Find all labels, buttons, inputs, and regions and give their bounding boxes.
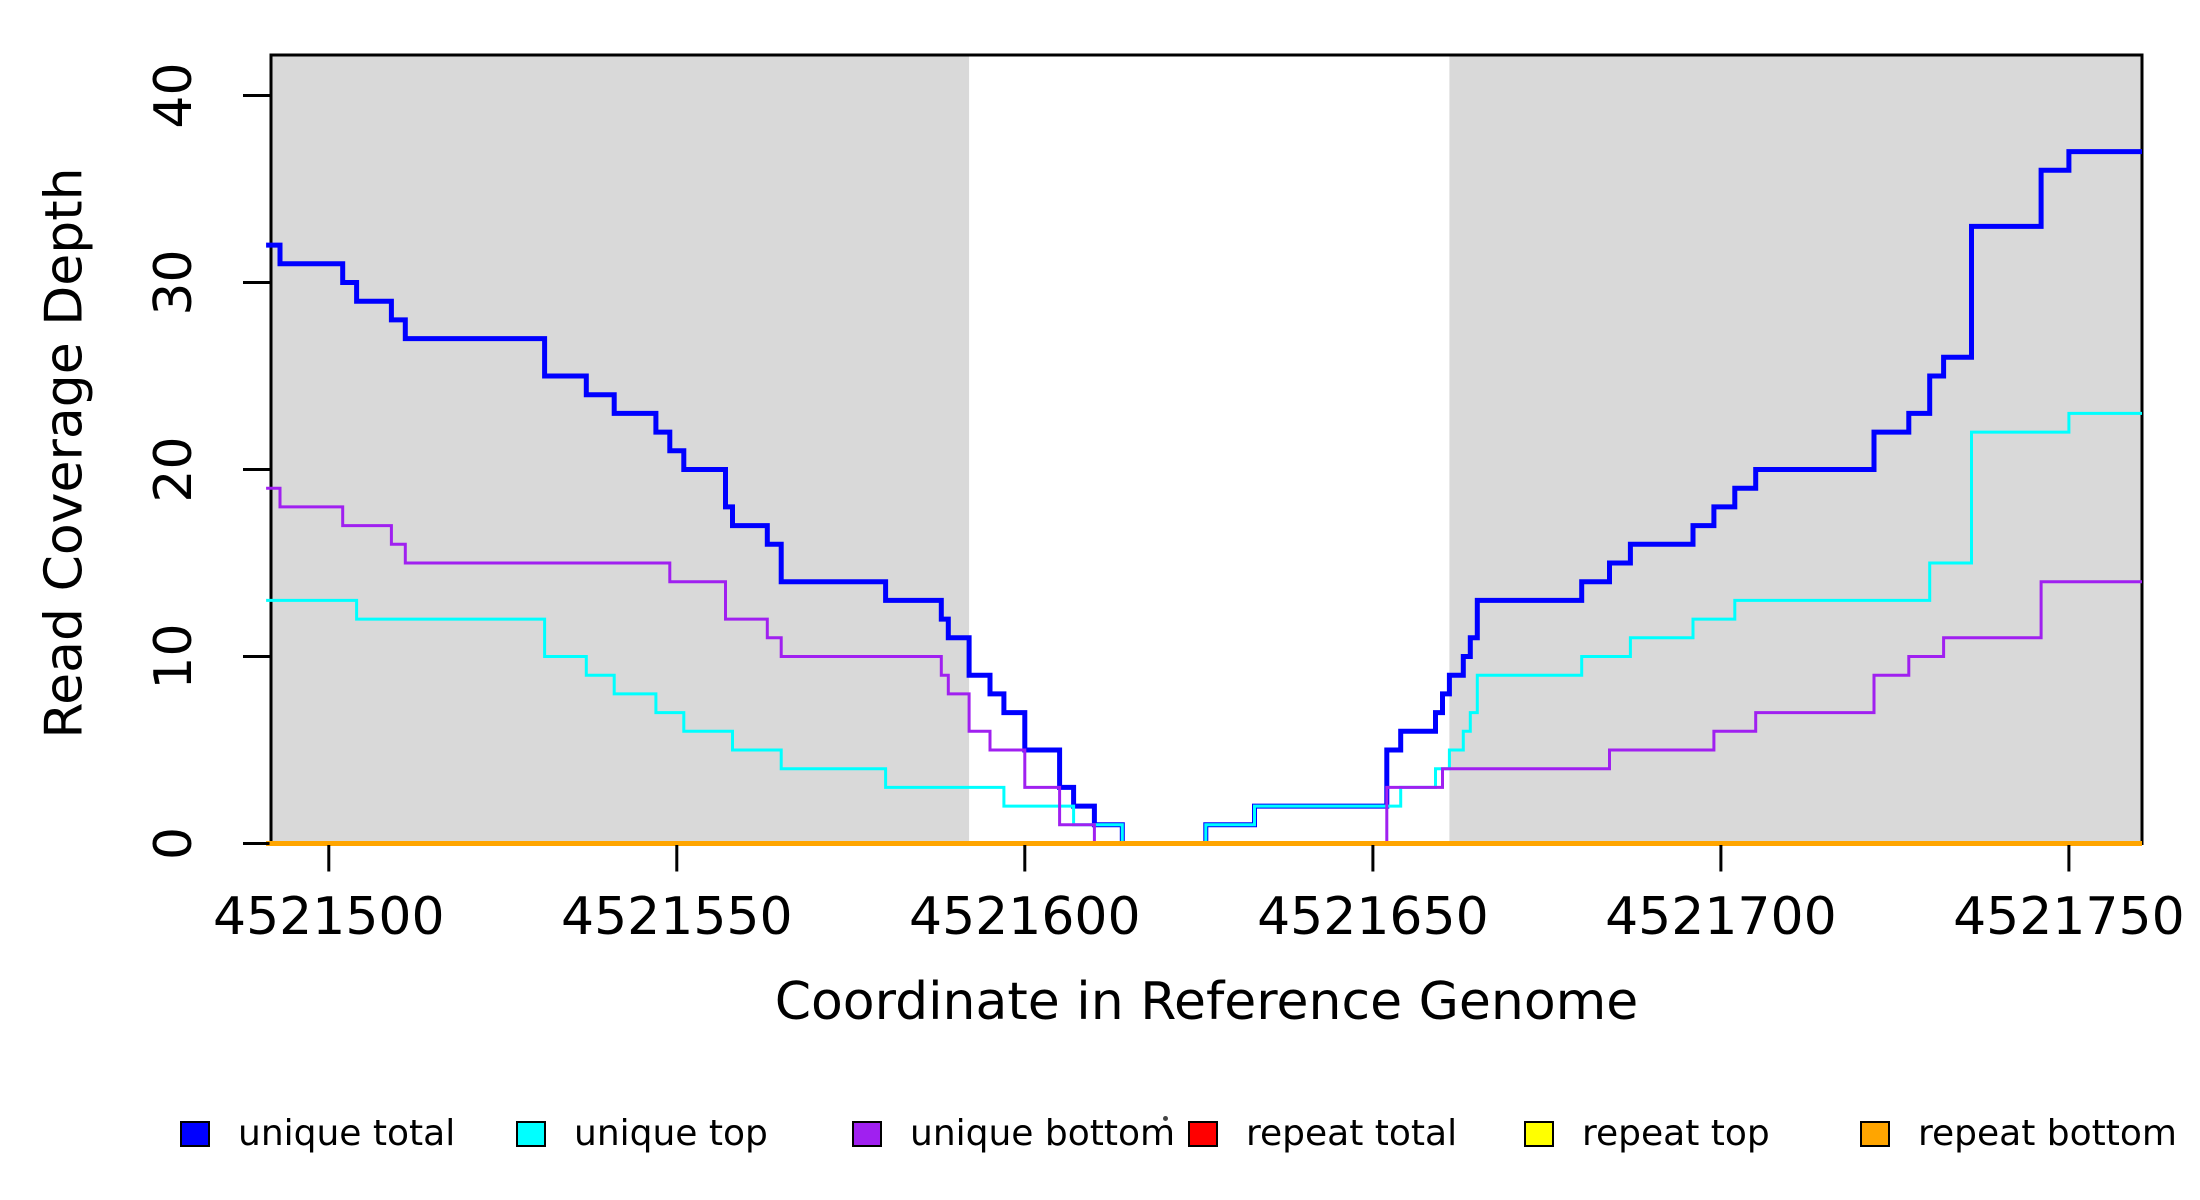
legend-item-unique-top: unique top [516,1113,768,1154]
repeat-bottom-swatch-icon [1860,1121,1890,1147]
legend-label: unique bottom [910,1113,1176,1154]
series-unique-bottom [266,486,2142,845]
x-tick-label: 4521650 [1257,887,1489,947]
legend-item-unique-total: unique total [180,1113,456,1154]
shaded-region [271,55,970,844]
legend-label: repeat top [1582,1113,1770,1154]
unique-top-swatch-icon [516,1121,546,1147]
repeat-total-swatch-icon [1188,1121,1218,1147]
legend-item-unique-bottom: unique bottom [852,1113,1176,1154]
x-tick-label: 4521500 [213,887,445,947]
y-tick-label: 0 [144,827,204,860]
x-tick-label: 4521550 [561,887,793,947]
y-axis-title: Read Coverage Depth [34,167,95,739]
x-tick-label: 4521700 [1605,887,1837,947]
stray-dot [1163,1116,1168,1121]
x-tick-label: 4521600 [909,887,1141,947]
legend-label: repeat total [1246,1113,1458,1154]
shaded-region [1449,55,2142,844]
legend-label: repeat bottom [1918,1113,2177,1154]
x-axis-title: Coordinate in Reference Genome [774,972,1639,1032]
series-unique-top [266,411,2142,845]
y-tick-label: 10 [144,623,204,689]
unique-bottom-swatch-icon [852,1121,882,1147]
repeat-top-swatch-icon [1524,1121,1554,1147]
legend-item-repeat-total: repeat total [1188,1113,1458,1154]
y-tick-label: 40 [144,62,204,128]
y-tick-label: 30 [144,249,204,315]
legend-label: unique top [574,1113,768,1154]
unique-total-swatch-icon [180,1121,210,1147]
y-tick-label: 20 [144,436,204,502]
legend-label: unique total [238,1113,456,1154]
legend-item-repeat-bottom: repeat bottom [1860,1113,2177,1154]
legend-item-repeat-top: repeat top [1524,1113,1770,1154]
x-tick-label: 4521750 [1953,887,2185,947]
